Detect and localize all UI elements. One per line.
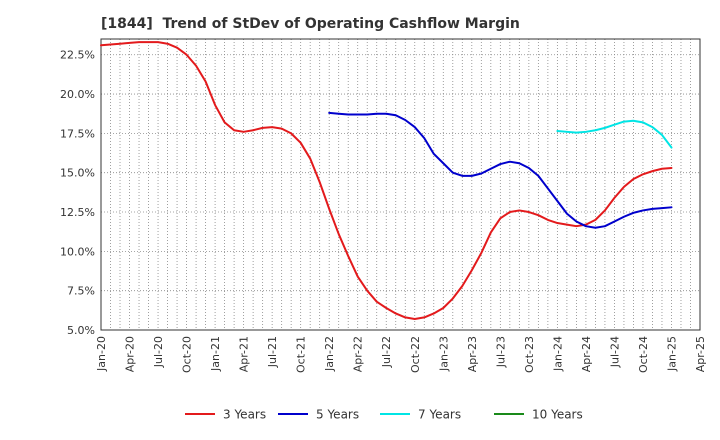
x-tick-label: Jan-23 bbox=[437, 336, 450, 372]
y-tick-label: 10.0% bbox=[60, 245, 95, 258]
legend-label: 5 Years bbox=[316, 408, 359, 422]
x-tick-label: Apr-22 bbox=[352, 336, 365, 372]
x-tick-label: Oct-24 bbox=[637, 336, 650, 373]
x-tick-label: Jul-21 bbox=[266, 336, 279, 368]
x-tick-label: Apr-23 bbox=[466, 336, 479, 372]
x-tick-label: Jul-20 bbox=[152, 336, 165, 368]
y-tick-label: 22.5% bbox=[60, 49, 95, 62]
y-tick-label: 7.5% bbox=[67, 285, 95, 298]
x-tick-label: Oct-22 bbox=[409, 336, 422, 373]
y-tick-label: 20.0% bbox=[60, 88, 95, 101]
legend-label: 10 Years bbox=[532, 408, 583, 422]
y-tick-label: 17.5% bbox=[60, 127, 95, 140]
x-tick-label: Oct-21 bbox=[295, 336, 308, 373]
x-tick-label: Jul-23 bbox=[494, 336, 507, 368]
x-tick-label: Jan-25 bbox=[665, 336, 678, 372]
x-tick-label: Jan-22 bbox=[323, 336, 336, 372]
plot-border bbox=[100, 38, 701, 331]
x-tick-label: Oct-23 bbox=[523, 336, 536, 373]
x-tick-label: Apr-25 bbox=[694, 336, 707, 372]
x-tick-label: Jan-21 bbox=[209, 336, 222, 372]
y-tick-label: 15.0% bbox=[60, 167, 95, 180]
x-tick-label: Jul-24 bbox=[608, 336, 621, 368]
x-tick-label: Jan-20 bbox=[95, 336, 108, 372]
series-line-5-years bbox=[328, 111, 673, 229]
x-tick-label: Apr-20 bbox=[124, 336, 137, 372]
x-tick-label: Apr-24 bbox=[580, 336, 593, 372]
x-tick-label: Jul-22 bbox=[380, 336, 393, 368]
x-tick-label: Oct-20 bbox=[181, 336, 194, 373]
x-tick-label: Jan-24 bbox=[551, 336, 564, 372]
y-tick-label: 12.5% bbox=[60, 206, 95, 219]
series-line-3-years bbox=[100, 41, 673, 320]
y-tick-label: 5.0% bbox=[67, 324, 95, 337]
legend-label: 3 Years bbox=[223, 408, 266, 422]
plot-area bbox=[101, 39, 700, 330]
legend-label: 7 Years bbox=[418, 408, 461, 422]
x-tick-label: Apr-21 bbox=[238, 336, 251, 372]
series-line-7-years bbox=[556, 119, 673, 149]
chart-title: [1844] Trend of StDev of Operating Cashf… bbox=[101, 16, 520, 32]
